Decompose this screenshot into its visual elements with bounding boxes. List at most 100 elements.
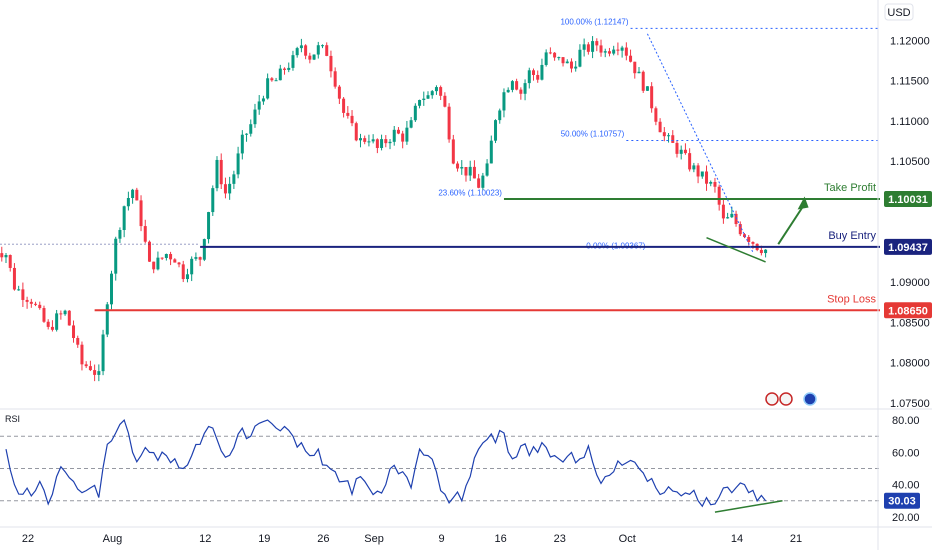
candle-body [523, 83, 527, 94]
candle-body [135, 189, 139, 201]
candle-body [527, 70, 531, 84]
candle-body [325, 45, 329, 56]
currency-button[interactable] [884, 3, 914, 21]
candle-body [439, 87, 443, 96]
candle-body [147, 241, 151, 262]
rsi-line [5, 418, 767, 508]
candle-body [50, 326, 54, 330]
candle-body [152, 261, 156, 270]
candle-body [468, 166, 472, 176]
candle-body [363, 138, 367, 142]
candle-body [219, 159, 223, 185]
candle-body [658, 121, 662, 133]
candle-body [4, 255, 8, 258]
currency-label: USD [887, 7, 910, 19]
candle-body [616, 49, 620, 51]
candle-body [25, 299, 29, 302]
level-price-badge [884, 238, 932, 255]
target-arrow-line [777, 204, 805, 245]
candle-body [591, 41, 595, 52]
rsi-value-badge [884, 492, 920, 509]
candle-body [540, 64, 544, 80]
candle-body [46, 321, 50, 327]
level-price-label: 1.09437 [888, 242, 928, 254]
candle-body [759, 249, 763, 254]
price-tick-label: 1.12000 [890, 35, 930, 47]
date-tick-label: 22 [22, 533, 34, 545]
candle-body [194, 257, 198, 259]
date-tick-label: 14 [731, 533, 743, 545]
candle-body [266, 78, 270, 99]
candle-body [675, 142, 679, 154]
candle-body [464, 167, 468, 176]
price-tick-label: 1.08500 [890, 317, 930, 329]
candle-body [506, 89, 510, 93]
price-tick-label: 1.08000 [890, 358, 930, 370]
candle-body [645, 86, 649, 91]
flag-eu-icon[interactable] [765, 392, 779, 406]
candle-body [671, 135, 675, 143]
fib-label: 100.00% (1.12147) [560, 17, 628, 26]
candle-body [384, 139, 388, 144]
candle-body [55, 313, 59, 330]
candle-body [287, 67, 291, 70]
candle-body [721, 204, 725, 219]
candle-body [481, 175, 485, 188]
candle-body [434, 87, 438, 92]
candle-body [599, 45, 603, 53]
candle-body [654, 108, 658, 122]
fib-trend-line [646, 33, 754, 253]
date-tick-label: 23 [554, 533, 566, 545]
candle-body [249, 124, 253, 134]
candle-body [329, 55, 333, 72]
candle-body [700, 171, 704, 177]
candle-body [679, 149, 683, 154]
candle-body [612, 49, 616, 54]
candle-body [662, 132, 666, 137]
candle-body [181, 264, 185, 280]
price-tick-label: 1.11000 [890, 116, 929, 128]
candle-body [565, 61, 569, 64]
candle-body [730, 213, 734, 218]
candle-body [321, 45, 324, 47]
candle-body [582, 44, 586, 50]
event-dot-icon[interactable] [803, 392, 817, 406]
candle-body [93, 370, 97, 375]
candle-body [405, 127, 409, 142]
candle-body [544, 52, 548, 65]
rsi-value-label: 30.03 [888, 496, 916, 508]
candle-body [261, 98, 265, 102]
candle-body [502, 92, 506, 111]
candle-body [751, 242, 755, 244]
candle-body [236, 153, 240, 175]
candle-body [114, 238, 118, 274]
candle-body [295, 48, 299, 56]
candle-body [578, 49, 582, 67]
candle-body [460, 167, 464, 169]
candle-body [304, 45, 308, 56]
candle-body [561, 57, 565, 64]
candle-body [185, 274, 189, 280]
candle-body [624, 47, 628, 56]
candle-body [228, 183, 232, 194]
candle-body [312, 54, 316, 60]
candle-body [72, 325, 76, 339]
axis-layer: 1.12000 1.11500 1.11000 1.10500 1.09000 1.085… [22, 35, 930, 545]
candle-body [688, 153, 692, 170]
candle-body [557, 57, 561, 59]
flag-us-icon[interactable] [779, 392, 793, 406]
candle-body [232, 174, 236, 184]
candle-body [692, 165, 696, 170]
candle-body [346, 112, 350, 116]
candle-body [118, 229, 122, 239]
candle-body [190, 258, 194, 275]
candle-body [553, 52, 557, 58]
candle-body [131, 189, 135, 199]
candle-body [595, 41, 599, 46]
candle-body [747, 237, 751, 243]
candle-body [97, 371, 101, 375]
candle-body [8, 255, 12, 268]
candle-body [629, 55, 633, 62]
date-tick-label: 19 [258, 533, 270, 545]
